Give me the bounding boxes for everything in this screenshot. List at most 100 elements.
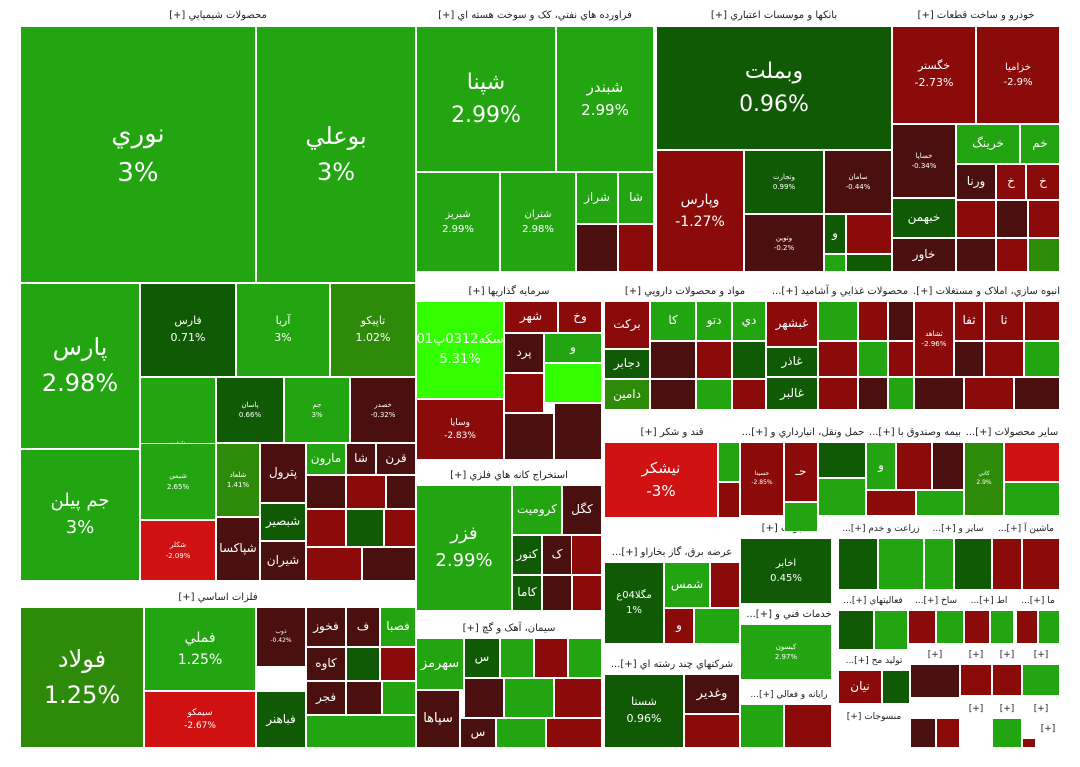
stock-tile[interactable]: سکه0312پ01 5.31%	[416, 301, 504, 399]
stock-tile[interactable]	[954, 341, 984, 377]
stock-tile[interactable]	[306, 475, 346, 509]
stock-tile[interactable]: خم	[1020, 124, 1060, 164]
stock-tile[interactable]: سپاها	[416, 690, 460, 748]
stock-tile[interactable]	[1022, 664, 1060, 696]
stock-tile[interactable]: ورنا	[956, 164, 996, 200]
stock-tile[interactable]	[964, 377, 1014, 410]
sector-header[interactable]: محصولات شيميايي [+]	[20, 6, 416, 26]
stock-tile[interactable]	[1022, 538, 1060, 590]
stock-tile[interactable]	[346, 509, 384, 547]
stock-tile[interactable]: پرد	[504, 333, 544, 373]
stock-tile[interactable]	[896, 442, 932, 490]
stock-tile[interactable]: شبصير	[260, 503, 306, 541]
stock-tile[interactable]: غبشهر	[766, 301, 818, 347]
sector-header[interactable]: بانکها و موسسات اعتباري [+]	[656, 6, 892, 26]
stock-tile[interactable]: شمس	[664, 562, 710, 608]
stock-tile[interactable]: شا	[618, 172, 654, 224]
sector-header[interactable]: ساير محصولات [+]...	[964, 424, 1060, 442]
sector-header[interactable]: فراورده هاي نفتي، کک و سوخت هسته اي [+]	[416, 6, 654, 26]
sector-header[interactable]: [+]	[1022, 646, 1060, 664]
stock-tile[interactable]: کيسون 2.97%	[740, 624, 832, 680]
stock-tile[interactable]: نيشکر -3%	[604, 442, 718, 518]
sector-header[interactable]: [+]	[1022, 700, 1060, 718]
stock-tile[interactable]: مگلا04ع 1%	[604, 562, 664, 644]
sector-header[interactable]: فعاليتهاي [+]...	[838, 592, 908, 610]
stock-tile[interactable]	[866, 490, 916, 516]
stock-tile[interactable]	[696, 379, 732, 410]
stock-tile[interactable]	[306, 509, 346, 547]
stock-tile[interactable]	[838, 610, 874, 650]
stock-tile[interactable]: شراز	[576, 172, 618, 224]
stock-tile[interactable]	[1004, 482, 1060, 516]
stock-tile[interactable]: سامان -0.44%	[824, 150, 892, 214]
stock-tile[interactable]	[718, 482, 740, 518]
stock-tile[interactable]: دامين	[604, 379, 650, 410]
stock-tile[interactable]	[504, 413, 554, 460]
stock-tile[interactable]	[542, 575, 572, 611]
sector-header[interactable]: [+]	[960, 646, 992, 664]
stock-tile[interactable]: خگستر -2.73%	[892, 26, 976, 124]
stock-tile[interactable]	[650, 341, 696, 379]
stock-tile[interactable]: و	[664, 608, 694, 644]
stock-tile[interactable]: کا	[650, 301, 696, 341]
sector-header[interactable]: [+]	[992, 646, 1022, 664]
stock-tile[interactable]	[818, 301, 858, 341]
stock-tile[interactable]: فولاد 1.25%	[20, 607, 144, 748]
stock-tile[interactable]	[858, 377, 888, 410]
stock-tile[interactable]: شيمي 2.65%	[140, 443, 216, 520]
stock-tile[interactable]	[838, 538, 878, 590]
stock-tile[interactable]: شستا 0.96%	[604, 674, 684, 748]
stock-tile[interactable]	[346, 647, 380, 681]
stock-tile[interactable]: دي	[732, 301, 766, 341]
stock-tile[interactable]: غاذر	[766, 347, 818, 377]
stock-tile[interactable]	[992, 718, 1022, 748]
stock-tile[interactable]	[992, 538, 1022, 590]
stock-tile[interactable]: بوعلي 3%	[256, 26, 416, 283]
stock-tile[interactable]	[818, 478, 866, 516]
sector-header[interactable]: رايانه و فعالي [+]...	[740, 686, 838, 704]
stock-tile[interactable]: و	[866, 442, 896, 490]
stock-tile[interactable]: کروميت	[512, 485, 562, 535]
sector-header[interactable]: خودرو و ساخت قطعات [+]	[892, 6, 1060, 26]
stock-tile[interactable]	[888, 377, 914, 410]
stock-tile[interactable]	[1004, 442, 1060, 482]
stock-tile[interactable]	[386, 475, 416, 509]
sector-header[interactable]: مواد و محصولات دارويي [+]	[604, 283, 766, 301]
stock-tile[interactable]: شلعاد 1.41%	[216, 443, 260, 517]
stock-tile[interactable]	[818, 341, 858, 377]
stock-tile[interactable]	[568, 638, 602, 678]
stock-tile[interactable]: وتجارت 0.99%	[744, 150, 824, 214]
sector-header[interactable]: انبوه سازي، املاک و مستغلات [+]...	[914, 283, 1060, 301]
stock-tile[interactable]	[984, 341, 1024, 377]
stock-tile[interactable]: شبريز 2.99%	[416, 172, 500, 272]
stock-tile[interactable]	[544, 363, 602, 403]
stock-tile[interactable]: شکلر -2.09%	[140, 520, 216, 581]
stock-tile[interactable]	[910, 664, 960, 698]
stock-tile[interactable]	[576, 224, 618, 272]
stock-tile[interactable]	[694, 608, 740, 644]
stock-tile[interactable]	[818, 442, 866, 478]
stock-tile[interactable]	[824, 254, 846, 272]
stock-tile[interactable]: غالبر	[766, 377, 818, 410]
stock-tile[interactable]	[1028, 200, 1060, 238]
stock-tile[interactable]: خصدر -0.32%	[350, 377, 416, 443]
stock-tile[interactable]: خ	[996, 164, 1026, 200]
stock-tile[interactable]: فملي 1.25%	[144, 607, 256, 691]
stock-tile[interactable]: وبملت 0.96%	[656, 26, 892, 150]
stock-tile[interactable]	[732, 379, 766, 410]
stock-tile[interactable]: پارس 2.98%	[20, 283, 140, 449]
stock-tile[interactable]	[996, 238, 1028, 272]
stock-tile[interactable]	[858, 301, 888, 341]
stock-tile[interactable]	[784, 502, 818, 532]
stock-tile[interactable]	[888, 301, 914, 341]
stock-tile[interactable]	[684, 714, 740, 748]
stock-tile[interactable]: وسايا -2.83%	[416, 399, 504, 460]
stock-tile[interactable]: شا	[346, 443, 376, 475]
stock-tile[interactable]: س	[460, 718, 496, 748]
stock-tile[interactable]: خاور	[892, 238, 956, 272]
stock-tile[interactable]	[362, 547, 416, 581]
stock-tile[interactable]	[496, 718, 546, 748]
stock-tile[interactable]	[554, 403, 602, 460]
stock-tile[interactable]: فصبا	[380, 607, 416, 647]
stock-tile[interactable]	[936, 718, 960, 748]
